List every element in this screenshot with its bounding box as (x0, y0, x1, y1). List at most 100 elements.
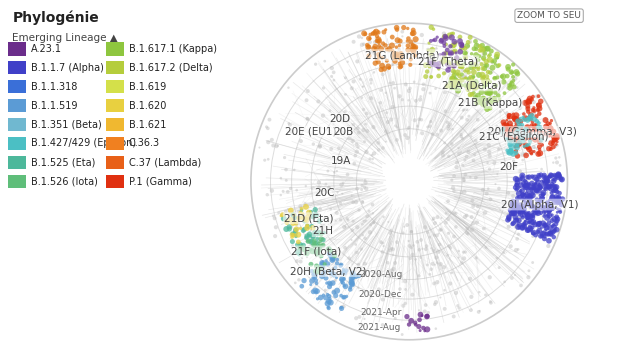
Point (490, 82, 500, 88)
Point (480, 104, 490, 110)
Point (337, 270, 347, 276)
Point (448, 49, 458, 54)
Point (464, 149, 474, 155)
Point (517, 151, 527, 157)
Point (538, 204, 548, 210)
Point (422, 326, 432, 332)
Point (545, 186, 555, 192)
Point (415, 317, 425, 323)
Point (479, 96, 489, 102)
Point (514, 184, 524, 190)
Point (526, 136, 536, 142)
Point (479, 95, 489, 101)
Point (332, 189, 342, 195)
Point (533, 146, 542, 151)
FancyBboxPatch shape (8, 99, 25, 112)
Point (301, 183, 311, 189)
Point (418, 81, 428, 87)
Point (520, 184, 530, 190)
Point (522, 183, 532, 188)
Point (552, 139, 562, 145)
Point (327, 65, 337, 71)
Point (377, 63, 387, 69)
Point (328, 189, 338, 195)
Point (508, 201, 518, 207)
Point (534, 147, 544, 152)
Point (485, 299, 495, 305)
Point (447, 31, 457, 37)
Point (452, 85, 462, 91)
Point (398, 303, 408, 309)
Point (456, 56, 466, 62)
Text: B.1.619: B.1.619 (129, 82, 166, 92)
Point (374, 38, 384, 44)
Point (410, 45, 420, 51)
Point (321, 295, 330, 301)
Point (536, 130, 546, 136)
Point (544, 208, 554, 214)
Point (510, 142, 520, 147)
Point (512, 223, 522, 228)
Point (523, 174, 533, 180)
Point (337, 276, 347, 282)
Point (522, 216, 532, 222)
Point (540, 204, 550, 210)
Text: B.1.617.2 (Delta): B.1.617.2 (Delta) (129, 63, 213, 73)
Text: B.1.351 (Beta): B.1.351 (Beta) (31, 119, 102, 130)
Point (410, 44, 420, 50)
Point (388, 34, 397, 40)
Point (369, 151, 379, 156)
Point (551, 197, 561, 203)
Point (316, 231, 326, 237)
Point (482, 96, 492, 102)
Point (512, 123, 521, 129)
Point (392, 125, 402, 130)
Point (317, 262, 327, 268)
Point (525, 114, 534, 119)
Point (305, 246, 315, 252)
Point (534, 188, 544, 193)
Point (467, 227, 477, 233)
Point (534, 172, 544, 178)
Point (523, 103, 533, 109)
Point (421, 74, 431, 79)
Point (326, 269, 335, 275)
Point (471, 61, 480, 66)
Point (521, 200, 531, 205)
Point (428, 37, 438, 43)
Point (286, 208, 296, 213)
Point (455, 34, 465, 40)
Point (350, 153, 360, 159)
Point (483, 46, 493, 52)
Point (508, 208, 518, 214)
Text: 20I (Alpha, V1): 20I (Alpha, V1) (501, 200, 578, 209)
Point (463, 43, 472, 49)
Text: 19A: 19A (331, 156, 352, 166)
Point (507, 204, 517, 210)
Point (347, 237, 356, 243)
Point (546, 146, 556, 152)
Point (434, 231, 444, 236)
Point (521, 144, 531, 150)
Point (508, 193, 518, 199)
Point (376, 87, 386, 93)
Point (533, 102, 543, 108)
Point (513, 195, 523, 201)
Point (435, 227, 445, 233)
Point (470, 152, 480, 158)
Point (287, 224, 297, 230)
Point (505, 113, 515, 119)
Point (515, 140, 525, 146)
Point (321, 275, 331, 281)
Point (522, 225, 532, 231)
Point (507, 275, 517, 281)
Point (472, 43, 482, 49)
Point (466, 222, 476, 228)
Point (366, 77, 376, 83)
Point (533, 229, 543, 235)
Point (303, 233, 312, 239)
Point (547, 212, 557, 218)
Point (308, 233, 318, 239)
Point (339, 276, 349, 282)
Point (262, 192, 272, 197)
